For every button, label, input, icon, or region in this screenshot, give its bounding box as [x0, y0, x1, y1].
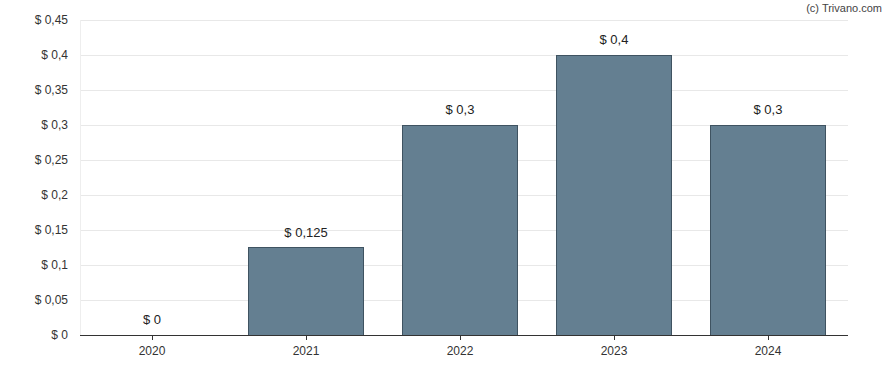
bar	[710, 125, 826, 335]
data-label: $ 0	[143, 312, 161, 327]
x-tick-label: 2022	[447, 344, 474, 358]
grid-line	[80, 55, 848, 56]
data-label: $ 0,125	[284, 225, 327, 240]
data-label: $ 0,3	[446, 102, 475, 117]
x-tick-label: 2023	[601, 344, 628, 358]
y-axis: $ 0 $ 0,05 $ 0,1 $ 0,15 $ 0,2 $ 0,25 $ 0,3 $ 0,…	[35, 13, 69, 342]
x-tick	[306, 335, 307, 340]
y-tick-label: $ 0,25	[35, 153, 69, 167]
bar	[556, 55, 672, 335]
bar	[402, 125, 518, 335]
grid-line	[80, 20, 848, 21]
x-tick-label: 2021	[293, 344, 320, 358]
x-tick-label: 2020	[139, 344, 166, 358]
y-tick-label: $ 0,35	[35, 83, 69, 97]
y-tick-label: $ 0,1	[41, 258, 68, 272]
x-axis: 2020 2021 2022 2023 2024	[80, 335, 848, 358]
x-tick	[152, 335, 153, 340]
y-tick-label: $ 0,4	[41, 48, 68, 62]
grid-line	[80, 335, 848, 336]
data-label: $ 0,4	[600, 32, 629, 47]
data-label: $ 0,3	[754, 102, 783, 117]
chart: $ 0 $ 0,05 $ 0,1 $ 0,15 $ 0,2 $ 0,25 $ 0,3 $ 0,…	[0, 0, 888, 370]
y-tick-label: $ 0,3	[41, 118, 68, 132]
x-tick	[614, 335, 615, 340]
y-tick-label: $ 0,45	[35, 13, 69, 27]
bar	[248, 248, 364, 336]
x-axis-line	[80, 335, 848, 336]
x-tick-label: 2024	[755, 344, 782, 358]
bars	[248, 55, 826, 335]
y-tick-label: $ 0,05	[35, 293, 69, 307]
y-tick-label: $ 0,2	[41, 188, 68, 202]
y-tick-label: $ 0	[51, 328, 68, 342]
grid	[80, 20, 848, 335]
x-tick	[460, 335, 461, 340]
source: (c) Trivano.com	[806, 2, 882, 14]
grid-line	[80, 90, 848, 91]
y-range-line	[80, 20, 81, 335]
x-tick	[768, 335, 769, 340]
y-tick-label: $ 0,15	[35, 223, 69, 237]
data-labels: $ 0 $ 0,125 $ 0,3 $ 0,4 $ 0,3	[143, 32, 783, 327]
